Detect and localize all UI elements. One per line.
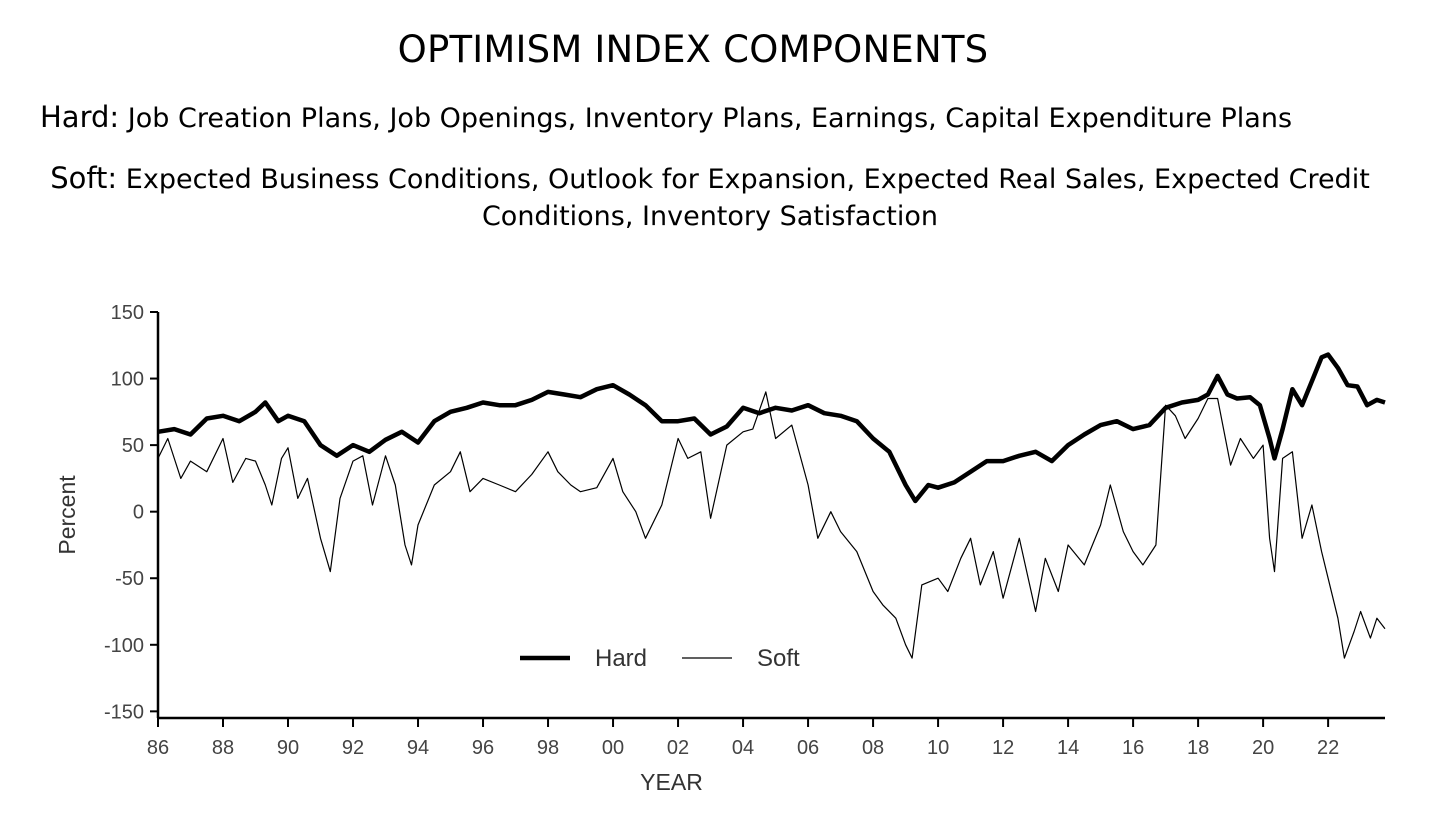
x-tick-label: 86: [147, 737, 169, 759]
x-tick-label: 02: [667, 737, 689, 759]
legend-label-hard: Hard: [595, 645, 647, 672]
x-tick-label: 08: [862, 737, 884, 759]
y-tick-label: 0: [133, 502, 144, 524]
x-tick-label: 92: [342, 737, 364, 759]
hard-description: Hard: Job Creation Plans, Job Openings, …: [40, 100, 1420, 134]
x-tick-label: 96: [472, 737, 494, 759]
y-tick-label: 50: [122, 435, 144, 457]
x-tick-label: 90: [277, 737, 299, 759]
x-tick-label: 18: [1187, 737, 1209, 759]
y-tick-label: 100: [111, 369, 144, 391]
x-tick-label: 00: [602, 737, 624, 759]
x-tick-label: 94: [407, 737, 429, 759]
y-tick-label: -50: [115, 568, 144, 590]
y-tick-label: -150: [104, 701, 144, 723]
x-tick-label: 04: [732, 737, 754, 759]
series-line-hard: [157, 352, 1386, 504]
chart-title: OPTIMISM INDEX COMPONENTS: [397, 28, 989, 71]
legend-label-soft: Soft: [757, 645, 800, 672]
x-tick-label: 98: [537, 737, 559, 759]
soft-label: Soft:: [50, 161, 118, 195]
series-line-soft: [157, 391, 1386, 659]
x-tick-label: 88: [212, 737, 234, 759]
y-axis-label: Percent: [54, 475, 80, 555]
hard-label: Hard:: [40, 100, 120, 134]
x-tick-label: 06: [797, 737, 819, 759]
y-tick-label: -100: [104, 635, 144, 657]
x-tick-label: 16: [1122, 737, 1144, 759]
x-tick-label: 20: [1252, 737, 1274, 759]
x-tick-label: 22: [1317, 737, 1339, 759]
x-tick-label: 12: [992, 737, 1014, 759]
x-tick-label: 14: [1057, 737, 1079, 759]
x-axis-label: YEAR: [640, 769, 703, 795]
soft-text: Expected Business Conditions, Outlook fo…: [125, 164, 1370, 232]
soft-description: Soft: Expected Business Conditions, Outl…: [40, 160, 1380, 235]
hard-text: Job Creation Plans, Job Openings, Invent…: [127, 103, 1293, 134]
y-tick-label: 150: [111, 302, 144, 324]
x-tick-label: 10: [927, 737, 949, 759]
